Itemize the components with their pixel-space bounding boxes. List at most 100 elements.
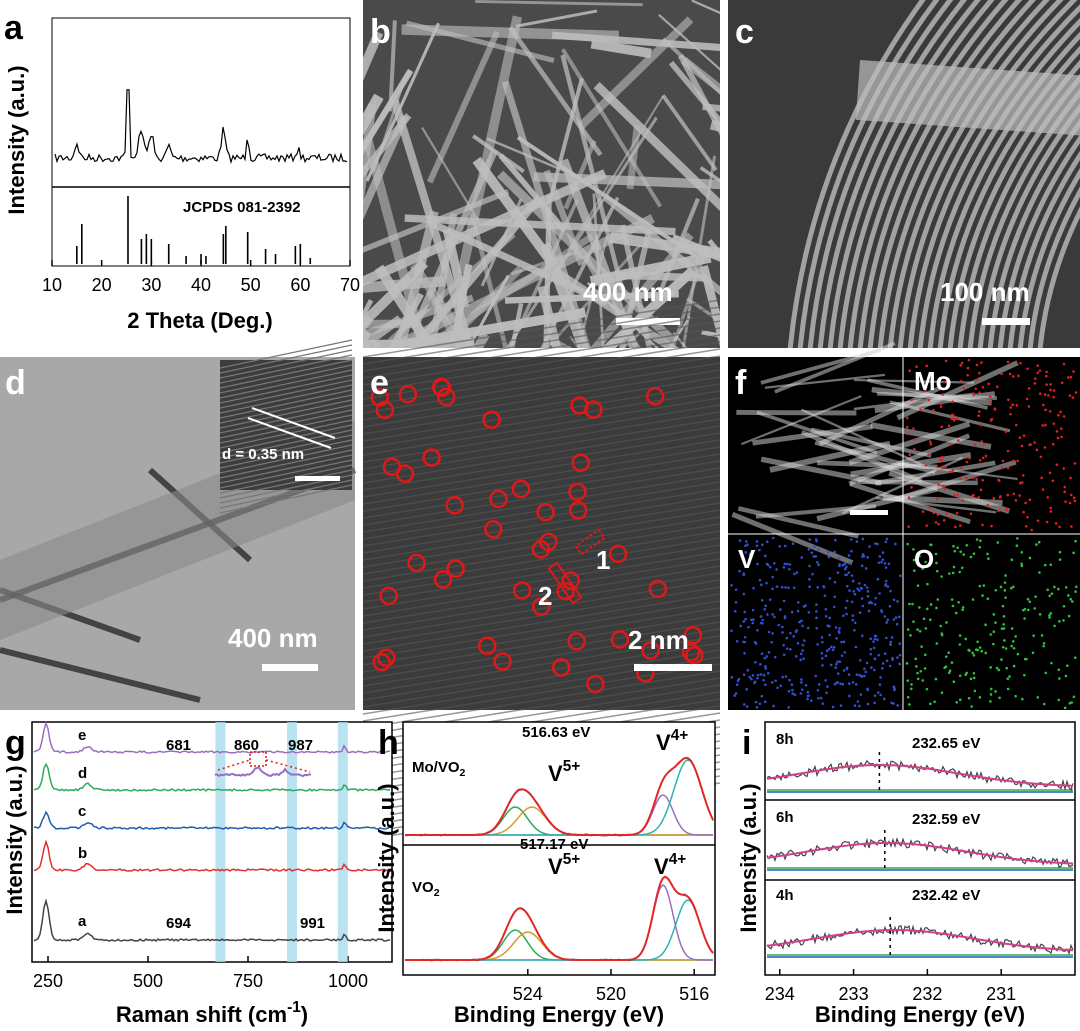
fibre <box>847 0 1009 348</box>
element-dot <box>921 567 924 570</box>
element-dot <box>746 668 750 672</box>
element-dot <box>1049 388 1052 392</box>
element-dot <box>1048 616 1051 619</box>
plot-area <box>402 721 716 976</box>
element-dot <box>845 666 849 670</box>
element-dot <box>1012 664 1016 668</box>
element-dot <box>800 678 803 681</box>
element-dot <box>799 658 802 662</box>
element-dot <box>872 640 875 643</box>
element-dot <box>1059 410 1062 414</box>
element-dot <box>820 636 824 639</box>
element-dot <box>980 440 984 443</box>
element-dot <box>989 419 993 422</box>
element-dot <box>796 642 800 645</box>
fibre <box>797 0 940 348</box>
element-dot <box>827 555 831 559</box>
element-dot <box>862 674 866 678</box>
label: VO2 <box>412 879 440 899</box>
element-dot <box>840 640 843 644</box>
element-dot <box>869 647 873 651</box>
element-dot <box>858 673 861 677</box>
fit-envelope <box>766 764 1074 787</box>
element-dot <box>996 541 1000 544</box>
defect-marker <box>482 410 501 430</box>
element-dot <box>1049 506 1052 510</box>
label: c <box>735 13 754 51</box>
scale-bar <box>616 318 680 325</box>
lattice-line <box>362 663 721 722</box>
defect-marker <box>610 630 630 649</box>
element-dot <box>772 704 775 708</box>
defect-marker <box>531 540 551 559</box>
element-dot <box>1038 571 1041 574</box>
element-dot <box>975 363 979 367</box>
element-dot <box>896 600 899 603</box>
label: 991 <box>300 915 325 932</box>
lattice-line <box>362 460 721 519</box>
lattice-line <box>219 439 353 469</box>
element-dot <box>1009 412 1012 416</box>
element-dot <box>865 661 869 665</box>
element-dot <box>1069 493 1073 497</box>
label: 2 Theta (Deg.) <box>127 308 272 333</box>
element-dot <box>997 509 1000 513</box>
label: f <box>735 364 747 402</box>
element-dot <box>1074 539 1077 543</box>
element-dot <box>966 373 969 377</box>
element-dot <box>1017 374 1020 378</box>
element-dot <box>1006 360 1010 364</box>
element-dot <box>873 701 876 705</box>
element-dot <box>853 592 857 596</box>
lattice-line <box>362 327 721 386</box>
element-dot <box>1064 500 1067 503</box>
fibre <box>937 45 1080 348</box>
element-dot <box>1027 387 1031 390</box>
image-texture <box>730 341 1078 710</box>
element-dot <box>1051 479 1055 483</box>
element-dot <box>747 562 751 565</box>
defect-marker <box>511 479 531 499</box>
element-dot <box>1018 436 1022 439</box>
label: d <box>5 364 26 402</box>
element-dot <box>817 563 821 567</box>
label: 1000 <box>328 971 368 991</box>
element-dot <box>910 683 913 686</box>
element-dot <box>977 410 981 413</box>
element-dot <box>965 544 969 547</box>
fibre <box>577 236 609 348</box>
element-dot <box>1062 362 1066 366</box>
element-dot <box>833 580 837 584</box>
element-dot <box>766 613 769 616</box>
element-dot <box>842 614 845 618</box>
element-dot <box>997 479 1001 483</box>
element-dot <box>940 632 944 635</box>
fibre <box>421 126 482 225</box>
element-dot <box>855 673 859 676</box>
element-dot <box>947 671 951 675</box>
element-dot <box>742 573 746 577</box>
element-dot <box>742 557 746 561</box>
element-dot <box>978 391 981 395</box>
element-dot <box>789 648 792 651</box>
element-dot <box>763 656 767 660</box>
element-dot <box>817 548 820 551</box>
fibre <box>731 511 854 566</box>
lattice-line <box>219 484 353 514</box>
element-dot <box>884 540 888 544</box>
element-dot <box>895 622 899 626</box>
element-dot <box>1064 674 1068 678</box>
label: Intensity (a.u.) <box>374 783 399 932</box>
element-dot <box>734 588 738 592</box>
element-dot <box>853 621 857 625</box>
element-dot <box>928 506 932 509</box>
element-dot <box>1011 403 1015 407</box>
element-dot <box>771 613 774 616</box>
element-dot <box>1073 656 1077 659</box>
lattice-line <box>362 306 721 365</box>
element-dot <box>885 659 889 663</box>
element-dot <box>887 562 891 566</box>
element-dot <box>1062 604 1066 608</box>
element-dot <box>972 552 976 555</box>
element-dot <box>1016 652 1020 656</box>
